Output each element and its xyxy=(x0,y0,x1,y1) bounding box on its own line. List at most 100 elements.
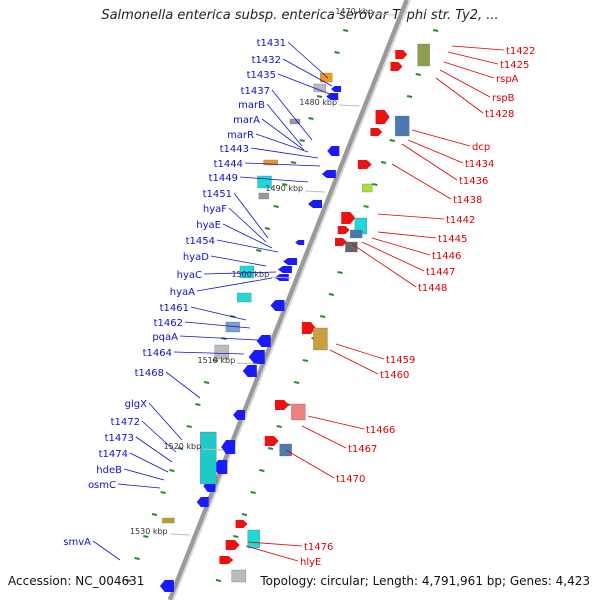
right-gene-label: t1445 xyxy=(438,234,467,245)
gene-feature xyxy=(235,520,248,528)
label-leader-line xyxy=(361,241,425,272)
label-leader-line xyxy=(377,213,445,220)
tick-mark xyxy=(342,29,349,32)
gene-feature xyxy=(248,350,265,364)
left-gene-label: marB xyxy=(238,100,265,111)
label-leader-line xyxy=(148,402,183,441)
tick-mark xyxy=(195,403,201,406)
label-leader-line xyxy=(233,192,269,239)
topology-label: Topology: circular; Length: 4,791,961 bp… xyxy=(260,574,590,588)
gene-feature xyxy=(334,238,347,246)
tick-mark xyxy=(415,73,421,76)
gene-feature xyxy=(341,212,356,224)
tick-mark xyxy=(337,271,343,274)
left-gene-label: glgX xyxy=(125,399,147,410)
gene-feature xyxy=(283,258,298,265)
label-leader-line xyxy=(184,321,251,329)
tick-mark xyxy=(293,381,300,384)
label-leader-line xyxy=(301,425,347,449)
label-leader-line xyxy=(165,371,201,399)
gene-feature xyxy=(231,569,247,583)
tick-mark xyxy=(143,535,149,538)
gene-feature xyxy=(295,240,305,245)
gene-feature xyxy=(162,517,175,524)
label-leader-line xyxy=(435,77,484,114)
right-gene-label: t1447 xyxy=(426,267,455,278)
left-gene-label: marA xyxy=(233,115,260,126)
left-gene-label: hyaC xyxy=(177,270,202,281)
accession-label: Accession: NC_004631 xyxy=(8,574,145,588)
left-gene-label: t1444 xyxy=(214,159,243,170)
label-leader-line xyxy=(447,51,499,65)
tick-mark xyxy=(319,315,326,318)
tick-guide xyxy=(203,448,224,451)
tick-guide xyxy=(237,362,258,365)
gene-feature xyxy=(357,160,372,169)
label-leader-line xyxy=(271,89,313,141)
label-leader-line xyxy=(391,163,452,200)
label-leader-line xyxy=(439,69,491,98)
label-leader-line xyxy=(244,162,321,167)
tick-mark xyxy=(215,579,222,582)
tick-mark xyxy=(282,183,288,186)
left-gene-label: t1474 xyxy=(99,449,128,460)
right-gene-label: dcp xyxy=(472,142,490,153)
gene-feature xyxy=(395,50,408,59)
right-gene-label: t1467 xyxy=(348,444,377,455)
tick-mark xyxy=(276,425,282,428)
tick-mark xyxy=(302,359,308,362)
gene-feature xyxy=(221,440,236,454)
label-leader-line xyxy=(203,271,277,275)
gene-feature xyxy=(337,226,350,234)
gene-feature xyxy=(301,322,316,334)
right-gene-label: t1422 xyxy=(506,46,535,57)
right-gene-label: t1448 xyxy=(418,283,447,294)
tick-mark xyxy=(151,513,158,516)
tick-mark xyxy=(432,29,439,32)
label-leader-line xyxy=(255,133,309,153)
tick-mark xyxy=(267,447,274,450)
tick-mark xyxy=(177,447,184,450)
gene-feature xyxy=(242,365,257,377)
gene-feature xyxy=(237,292,252,303)
label-leader-line xyxy=(261,118,305,151)
gene-feature xyxy=(258,192,269,200)
genome-backbone xyxy=(167,0,410,600)
label-leader-line xyxy=(407,139,464,164)
left-gene-label: t1431 xyxy=(257,38,286,49)
left-gene-label: t1473 xyxy=(105,433,134,444)
tick-mark xyxy=(160,491,166,494)
label-leader-line xyxy=(351,243,417,288)
gene-feature xyxy=(264,436,279,446)
left-gene-label: t1437 xyxy=(241,86,270,97)
tick-mark xyxy=(250,491,256,494)
label-leader-line xyxy=(247,541,303,547)
right-gene-label: t1466 xyxy=(366,425,395,436)
label-leader-line xyxy=(329,349,379,375)
left-gene-label: t1464 xyxy=(143,348,172,359)
gene-feature xyxy=(291,403,306,421)
label-leader-line xyxy=(282,58,333,87)
label-leader-line xyxy=(451,45,505,51)
left-gene-label: pqaA xyxy=(152,332,178,343)
gene-feature xyxy=(270,300,285,311)
gene-feature xyxy=(327,146,340,156)
gene-feature xyxy=(159,580,174,592)
tick-mark xyxy=(308,117,314,120)
label-leader-line xyxy=(179,335,259,341)
gene-feature xyxy=(375,110,390,124)
label-leader-line xyxy=(135,436,173,463)
tick-label: 1520 kbp xyxy=(164,442,202,451)
gene-feature xyxy=(196,497,209,507)
label-leader-line xyxy=(141,420,177,453)
label-leader-line xyxy=(443,61,495,79)
label-leader-line xyxy=(307,415,365,430)
tick-mark xyxy=(290,161,297,164)
label-leader-line xyxy=(92,540,121,561)
tick-mark xyxy=(328,293,335,296)
gene-feature xyxy=(390,62,403,71)
label-leader-line xyxy=(266,103,303,147)
right-gene-label: t1476 xyxy=(304,542,333,553)
right-gene-label: t1446 xyxy=(432,251,461,262)
gene-feature xyxy=(326,93,339,100)
